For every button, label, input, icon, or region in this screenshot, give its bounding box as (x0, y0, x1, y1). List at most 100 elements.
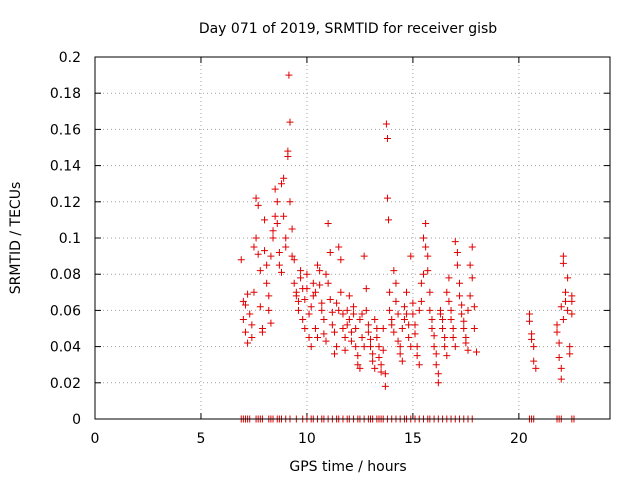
data-point (324, 220, 332, 228)
data-point (261, 216, 269, 224)
data-point (390, 267, 398, 275)
data-point (447, 315, 455, 323)
data-point (373, 334, 381, 342)
data-point (462, 339, 470, 347)
data-point (396, 350, 404, 358)
data-point (464, 346, 472, 354)
data-point (417, 297, 425, 305)
data-point (532, 364, 540, 372)
data-point (311, 288, 319, 296)
y-tick-label: 0.02 (50, 376, 81, 392)
data-point (328, 321, 336, 329)
data-point (261, 247, 269, 255)
data-point (422, 243, 430, 251)
data-point (278, 268, 286, 276)
data-point (419, 234, 427, 242)
data-point (381, 370, 389, 378)
data-point (415, 361, 423, 369)
data-point (453, 248, 461, 256)
y-tick-label: 0.06 (50, 303, 81, 319)
data-point (356, 364, 364, 372)
data-point (405, 321, 413, 329)
data-point (297, 267, 305, 275)
data-point (239, 297, 247, 305)
data-point (445, 274, 453, 282)
data-point (275, 261, 283, 269)
data-point (356, 315, 364, 323)
data-point (273, 198, 281, 206)
data-point (320, 330, 328, 338)
data-point (354, 352, 362, 360)
data-point (278, 180, 286, 188)
data-point (379, 346, 387, 354)
data-point (411, 321, 419, 329)
data-point (466, 261, 474, 269)
data-point (388, 321, 396, 329)
y-tick-label: 0.18 (50, 86, 81, 102)
data-point (301, 325, 309, 332)
data-point (314, 261, 322, 269)
data-point (371, 315, 379, 323)
data-point (309, 292, 317, 300)
data-point (248, 334, 256, 342)
x-tick-labels: 0 5 10 15 20 (91, 431, 528, 447)
data-point (285, 71, 293, 79)
data-point (290, 256, 298, 264)
data-point (379, 325, 387, 332)
data-point (337, 288, 345, 296)
data-point (405, 334, 413, 342)
data-point (468, 274, 476, 282)
data-point (394, 337, 402, 345)
data-point (392, 297, 400, 305)
data-point (426, 306, 434, 314)
data-point (350, 303, 358, 311)
y-tick-label: 0 (72, 412, 81, 428)
data-point (377, 368, 385, 376)
data-point (239, 315, 247, 323)
y-tick-label: 0.08 (50, 267, 81, 283)
data-point (525, 317, 533, 325)
data-point (339, 310, 347, 318)
data-point (449, 334, 457, 342)
data-point (375, 353, 383, 361)
data-point (415, 306, 423, 314)
data-point (352, 325, 360, 332)
data-point (318, 299, 326, 307)
data-point (398, 325, 406, 332)
data-point (430, 332, 438, 340)
data-point (326, 248, 334, 256)
data-point (386, 288, 394, 296)
data-point (557, 364, 565, 372)
data-point (364, 321, 372, 329)
data-point (553, 321, 561, 329)
y-tick-label: 0.2 (59, 50, 81, 66)
data-point (358, 334, 366, 342)
y-tick-label: 0.12 (50, 195, 81, 211)
data-point (443, 352, 451, 360)
grid-lines (95, 57, 610, 419)
data-point (263, 279, 271, 287)
y-tick-label: 0.14 (50, 159, 81, 175)
data-point (347, 337, 355, 345)
data-point (458, 301, 466, 309)
data-point (432, 361, 440, 369)
data-point (345, 315, 353, 323)
data-point (409, 299, 417, 307)
data-point (468, 243, 476, 251)
data-point (458, 310, 466, 318)
data-point (288, 225, 296, 233)
data-point (258, 328, 266, 336)
data-point (441, 343, 449, 351)
data-point (271, 185, 279, 193)
data-point (566, 350, 574, 358)
data-point (445, 297, 453, 305)
data-point (436, 306, 444, 314)
data-point (470, 325, 478, 332)
data-point (568, 310, 576, 318)
data-point (271, 212, 279, 220)
data-point (553, 328, 561, 336)
data-point (252, 194, 260, 202)
data-point (561, 288, 569, 296)
data-point (422, 220, 430, 228)
